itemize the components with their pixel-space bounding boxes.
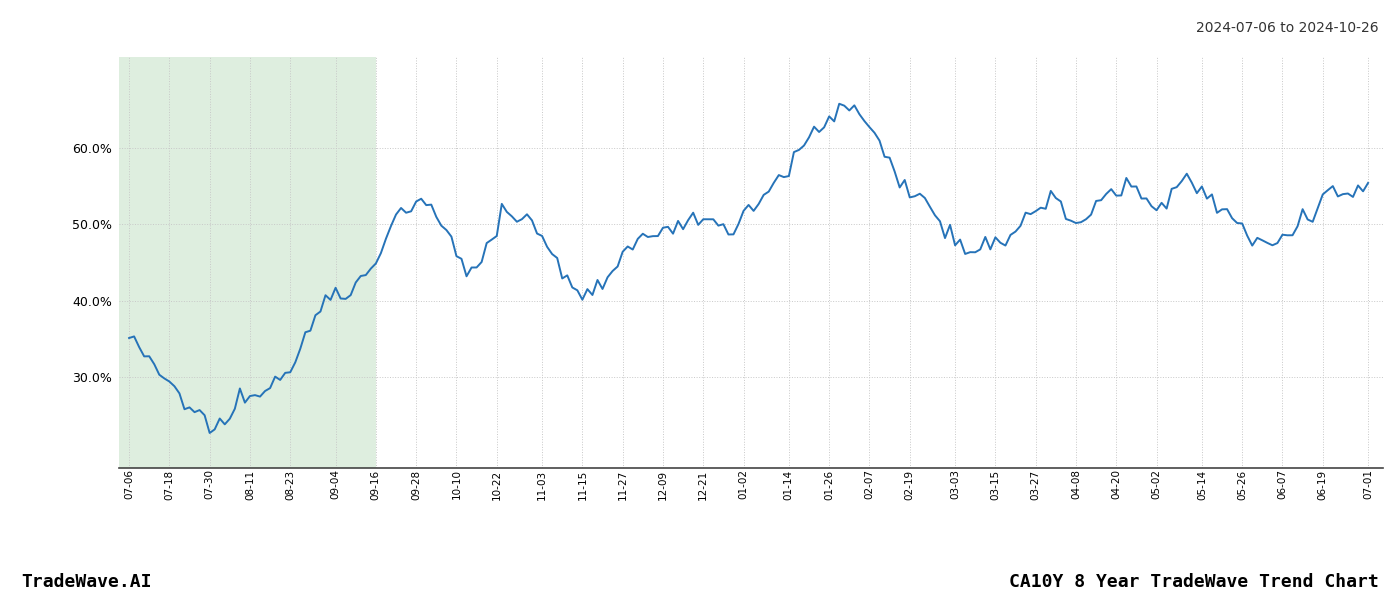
Text: CA10Y 8 Year TradeWave Trend Chart: CA10Y 8 Year TradeWave Trend Chart <box>1009 573 1379 591</box>
Bar <box>119 57 375 468</box>
Text: 2024-07-06 to 2024-10-26: 2024-07-06 to 2024-10-26 <box>1197 21 1379 35</box>
Text: TradeWave.AI: TradeWave.AI <box>21 573 151 591</box>
